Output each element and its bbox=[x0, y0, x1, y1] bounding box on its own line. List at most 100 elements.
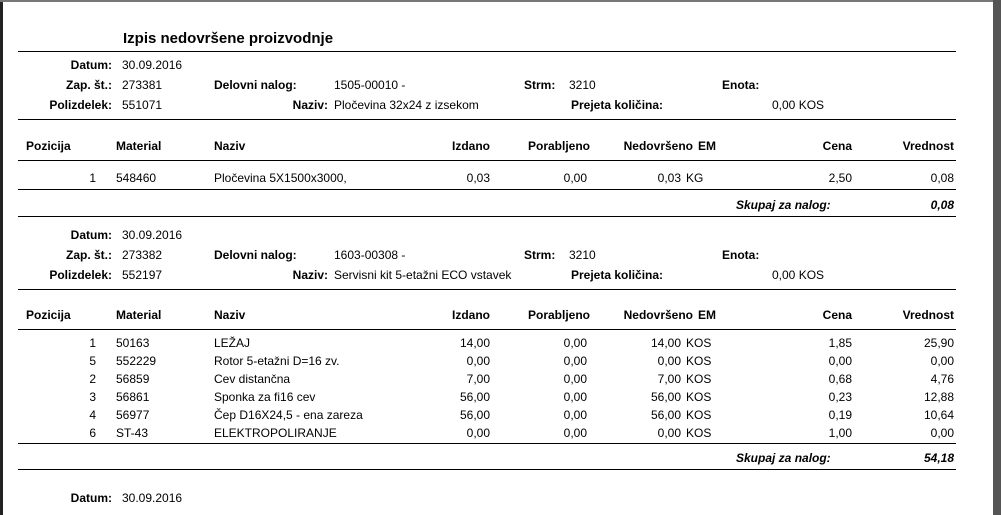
cell-naziv: Pločevina 5X1500x3000, bbox=[214, 171, 347, 185]
datum-value: 30.09.2016 bbox=[122, 228, 183, 242]
cell-izdano: 56,00 bbox=[459, 408, 490, 422]
col-header-izdano: Izdano bbox=[452, 308, 490, 322]
window-shadow-right bbox=[993, 0, 1001, 515]
cell-material: 56859 bbox=[116, 372, 150, 386]
polizdelek-value: 552197 bbox=[122, 268, 163, 282]
cell-cena: 0,68 bbox=[828, 372, 852, 386]
enota-label: Enota: bbox=[722, 248, 760, 262]
col-header-vrednost: Vrednost bbox=[902, 308, 954, 322]
cell-pozicija: 4 bbox=[89, 408, 96, 422]
title-divider bbox=[18, 51, 956, 52]
cell-porabljeno: 0,00 bbox=[563, 171, 587, 185]
prejeta-value: 0,00 KOS bbox=[772, 98, 825, 112]
cell-porabljeno: 0,00 bbox=[563, 372, 587, 386]
cell-izdano: 7,00 bbox=[466, 372, 490, 386]
delovni-nalog-value: 1603-00308 - bbox=[334, 248, 406, 262]
col-header-porabljeno: Porabljeno bbox=[527, 139, 590, 153]
cell-nedovrseno: 56,00 bbox=[650, 390, 681, 404]
delovni-nalog-label: Delovni nalog: bbox=[214, 248, 297, 262]
delovni-nalog-label: Delovni nalog: bbox=[214, 78, 297, 92]
col-header-nedovrseno: Nedovršeno bbox=[623, 139, 693, 153]
col-header-em: EM bbox=[698, 308, 716, 322]
naziv-value: Pločevina 32x24 z izsekom bbox=[334, 98, 479, 112]
polizdelek-label: Polizdelek: bbox=[49, 98, 112, 112]
cell-pozicija: 3 bbox=[89, 390, 96, 404]
cell-cena: 0,19 bbox=[828, 408, 852, 422]
naziv-label: Naziv: bbox=[292, 268, 328, 282]
cell-em: KOS bbox=[686, 336, 712, 350]
zap-st-value: 273381 bbox=[122, 78, 163, 92]
cell-porabljeno: 0,00 bbox=[563, 336, 587, 350]
total-value: 0,08 bbox=[930, 198, 954, 212]
cell-izdano: 14,00 bbox=[459, 336, 490, 350]
col-header-material: Material bbox=[116, 308, 162, 322]
cell-nedovrseno: 0,00 bbox=[657, 354, 681, 368]
cell-cena: 1,85 bbox=[828, 336, 852, 350]
cell-pozicija: 2 bbox=[89, 372, 96, 386]
cell-nedovrseno: 14,00 bbox=[650, 336, 681, 350]
cell-pozicija: 1 bbox=[89, 336, 96, 350]
cell-em: KOS bbox=[686, 390, 712, 404]
cell-vrednost: 12,88 bbox=[923, 390, 954, 404]
prejeta-label: Prejeta količina: bbox=[571, 98, 664, 112]
cell-vrednost: 0,00 bbox=[930, 354, 954, 368]
col-header-pozicija: Pozicija bbox=[26, 139, 71, 153]
rows-underline bbox=[18, 189, 956, 190]
col-header-material: Material bbox=[116, 139, 162, 153]
strm-label: Strm: bbox=[524, 78, 556, 92]
header-underline bbox=[18, 160, 956, 161]
cell-em: KOS bbox=[686, 372, 712, 386]
order-end-divider bbox=[18, 216, 956, 217]
polizdelek-value: 551071 bbox=[122, 98, 163, 112]
cell-izdano: 0,00 bbox=[466, 354, 490, 368]
cell-material: 548460 bbox=[116, 171, 157, 185]
enota-label: Enota: bbox=[722, 78, 760, 92]
zap-st-label: Zap. št.: bbox=[65, 78, 112, 92]
polizdelek-label: Polizdelek: bbox=[49, 268, 112, 282]
cell-em: KOS bbox=[686, 408, 712, 422]
window-edge-top bbox=[0, 0, 1001, 2]
col-header-nedovrseno: Nedovršeno bbox=[623, 308, 693, 322]
report-title: Izpis nedovršene proizvodnje bbox=[123, 30, 334, 47]
total-label: Skupaj za nalog: bbox=[736, 198, 831, 212]
delovni-nalog-value: 1505-00010 - bbox=[334, 78, 406, 92]
cell-porabljeno: 0,00 bbox=[563, 354, 587, 368]
cell-naziv: Čep D16X24,5 - ena zareza bbox=[214, 408, 363, 422]
datum-value: 30.09.2016 bbox=[122, 58, 183, 72]
cell-izdano: 56,00 bbox=[459, 390, 490, 404]
cell-pozicija: 1 bbox=[89, 171, 96, 185]
cell-vrednost: 0,00 bbox=[930, 426, 954, 440]
col-header-cena: Cena bbox=[822, 139, 852, 153]
section-divider bbox=[18, 289, 956, 290]
cell-em: KG bbox=[686, 171, 704, 185]
total-label: Skupaj za nalog: bbox=[736, 451, 831, 465]
prejeta-value: 0,00 KOS bbox=[772, 268, 825, 282]
cell-naziv: Rotor 5-etažni D=16 zv. bbox=[214, 354, 340, 368]
strm-label: Strm: bbox=[524, 248, 556, 262]
cell-nedovrseno: 0,00 bbox=[657, 426, 681, 440]
datum-label: Datum: bbox=[70, 58, 112, 72]
naziv-label: Naziv: bbox=[292, 98, 328, 112]
naziv-value: Servisni kit 5-etažni ECO vstavek bbox=[334, 268, 512, 282]
order-end-divider bbox=[18, 469, 956, 470]
cell-cena: 0,23 bbox=[828, 390, 852, 404]
cell-cena: 0,00 bbox=[828, 354, 852, 368]
cell-nedovrseno: 7,00 bbox=[657, 372, 681, 386]
cell-nedovrseno: 0,03 bbox=[657, 171, 681, 185]
cell-pozicija: 6 bbox=[89, 426, 96, 440]
col-header-vrednost: Vrednost bbox=[902, 139, 954, 153]
section-divider bbox=[18, 119, 956, 120]
rows-underline bbox=[18, 443, 956, 444]
cell-material: 56861 bbox=[116, 390, 150, 404]
cell-em: KOS bbox=[686, 354, 712, 368]
cell-izdano: 0,03 bbox=[466, 171, 490, 185]
col-header-naziv: Naziv bbox=[214, 139, 246, 153]
cell-vrednost: 0,08 bbox=[930, 171, 954, 185]
col-header-em: EM bbox=[698, 139, 716, 153]
col-header-cena: Cena bbox=[822, 308, 852, 322]
total-value: 54,18 bbox=[923, 451, 954, 465]
cell-em: KOS bbox=[686, 426, 712, 440]
cell-material: ST-43 bbox=[116, 426, 149, 440]
datum-label: Datum: bbox=[70, 228, 112, 242]
